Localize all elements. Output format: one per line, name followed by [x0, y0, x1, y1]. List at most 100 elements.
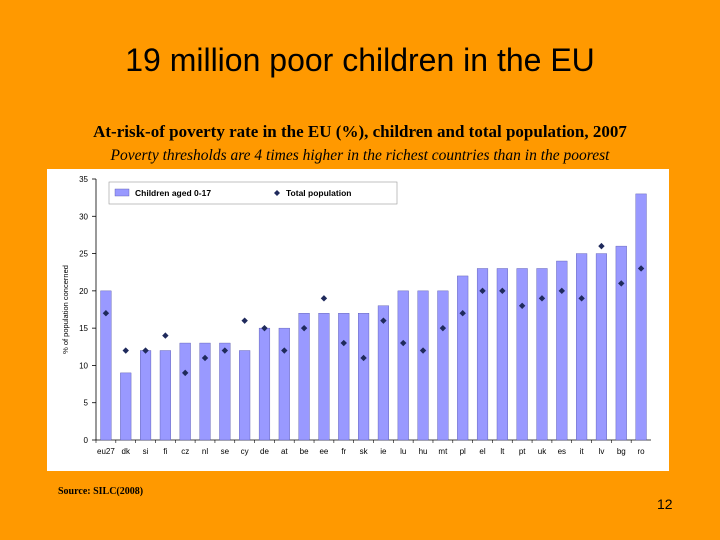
- marker-ee: [320, 295, 328, 302]
- marker-at: [281, 347, 288, 354]
- marker-lt: [499, 287, 506, 295]
- bar-si: [140, 350, 152, 441]
- x-tick-label: pt: [519, 447, 526, 456]
- x-tick-label: bg: [617, 447, 626, 456]
- bar-eu27: [100, 290, 112, 441]
- x-tick-label: pl: [460, 447, 466, 456]
- x-tick-label: cz: [181, 447, 189, 456]
- bar-es: [556, 260, 568, 441]
- bar-lv: [595, 253, 607, 441]
- x-tick-label: el: [479, 447, 485, 456]
- bar-fr: [338, 313, 350, 441]
- y-tick-label: 20: [79, 287, 88, 296]
- legend-label-total: Total population: [286, 188, 351, 198]
- x-tick-label: sk: [360, 447, 369, 456]
- x-tick-label: se: [221, 447, 230, 456]
- marker-el: [479, 287, 486, 295]
- y-tick-label: 25: [79, 250, 88, 259]
- x-tick-label: at: [281, 447, 288, 456]
- legend-swatch-children: [114, 188, 130, 197]
- y-tick-label: 0: [84, 436, 89, 445]
- bar-sk: [358, 313, 370, 441]
- y-tick-label: 5: [84, 399, 89, 408]
- marker-se: [221, 347, 229, 354]
- chart-subtitle: Poverty thresholds are 4 times higher in…: [110, 147, 610, 164]
- marker-hu: [419, 347, 427, 354]
- marker-es: [558, 287, 566, 295]
- x-tick-label: ro: [638, 447, 646, 456]
- x-tick-label: mt: [438, 447, 448, 456]
- bar-bg: [615, 245, 627, 441]
- x-tick-label: de: [260, 447, 269, 456]
- marker-lu: [400, 339, 407, 347]
- x-tick-label: lv: [599, 447, 605, 456]
- x-tick-label: lt: [500, 447, 505, 456]
- x-tick-label: es: [558, 447, 566, 456]
- marker-lv: [598, 242, 605, 250]
- source-note: Source: SILC(2008): [58, 486, 144, 497]
- bar-pl: [457, 275, 469, 441]
- y-tick-label: 30: [79, 212, 88, 221]
- bar-se: [219, 342, 231, 441]
- bar-be: [298, 313, 310, 441]
- chart-panel: 0 5 10 15 20 25 30 35 % of population concerned e…: [47, 169, 669, 471]
- x-tick-label: ee: [319, 447, 328, 456]
- x-tick-label: dk: [122, 447, 131, 456]
- bar-dk: [120, 372, 132, 441]
- bar-cy: [239, 350, 251, 441]
- bar-lu: [397, 290, 409, 441]
- x-tick-label: ie: [380, 447, 387, 456]
- x-tick-label: hu: [419, 447, 428, 456]
- marker-si: [142, 347, 149, 354]
- bar-uk: [536, 268, 548, 441]
- page-number: 12: [657, 496, 673, 512]
- bar-el: [476, 268, 489, 441]
- marker-nl: [201, 354, 209, 362]
- bar-it: [576, 253, 588, 441]
- legend-marker-total: [274, 190, 280, 196]
- x-tick-label: uk: [538, 447, 547, 456]
- bar-ie: [377, 305, 389, 441]
- x-tick-label: lu: [400, 447, 406, 456]
- legend-label-children: Children aged 0-17: [135, 188, 211, 198]
- x-tick-label: si: [143, 447, 149, 456]
- marker-ro: [637, 265, 645, 272]
- marker-pl: [459, 310, 466, 317]
- bar-lt: [496, 268, 508, 441]
- marker-ie: [380, 317, 387, 324]
- marker-sk: [360, 354, 367, 362]
- marker-fi: [162, 332, 169, 339]
- marker-it: [578, 295, 585, 302]
- marker-cz: [181, 369, 189, 377]
- poverty-rate-chart: 0 5 10 15 20 25 30 35 % of population concerned e…: [61, 175, 651, 456]
- bar-ro: [635, 193, 647, 441]
- slide-title: 19 million poor children in the EU: [125, 42, 595, 78]
- x-tick-label: fr: [341, 447, 346, 456]
- bar-mt: [437, 290, 449, 441]
- bar-fi: [159, 350, 171, 441]
- x-tick-label: fi: [163, 447, 167, 456]
- bar-de: [258, 327, 271, 441]
- y-tick-label: 35: [79, 175, 88, 184]
- bar-hu: [417, 290, 429, 441]
- x-tick-label: it: [580, 447, 585, 456]
- bar-nl: [199, 342, 211, 441]
- y-axis-label: % of population concerned: [61, 265, 70, 354]
- chart-title: At-risk-of poverty rate in the EU (%), c…: [93, 122, 627, 141]
- bar-pt: [516, 268, 528, 441]
- bar-ee: [318, 313, 330, 441]
- bar-cz: [179, 342, 191, 441]
- marker-bg: [618, 280, 625, 287]
- marker-cy: [241, 317, 248, 324]
- x-tick-label: nl: [202, 447, 208, 456]
- legend-box: [108, 181, 398, 205]
- x-tick-label: be: [300, 447, 309, 456]
- marker-eu27: [102, 310, 110, 317]
- x-tick-label: eu27: [97, 447, 115, 456]
- marker-dk: [122, 347, 129, 354]
- x-tick-label: cy: [241, 447, 249, 456]
- y-tick-label: 10: [79, 361, 88, 370]
- y-tick-label: 15: [79, 324, 88, 333]
- bar-at: [278, 327, 290, 441]
- marker-fr: [340, 339, 347, 347]
